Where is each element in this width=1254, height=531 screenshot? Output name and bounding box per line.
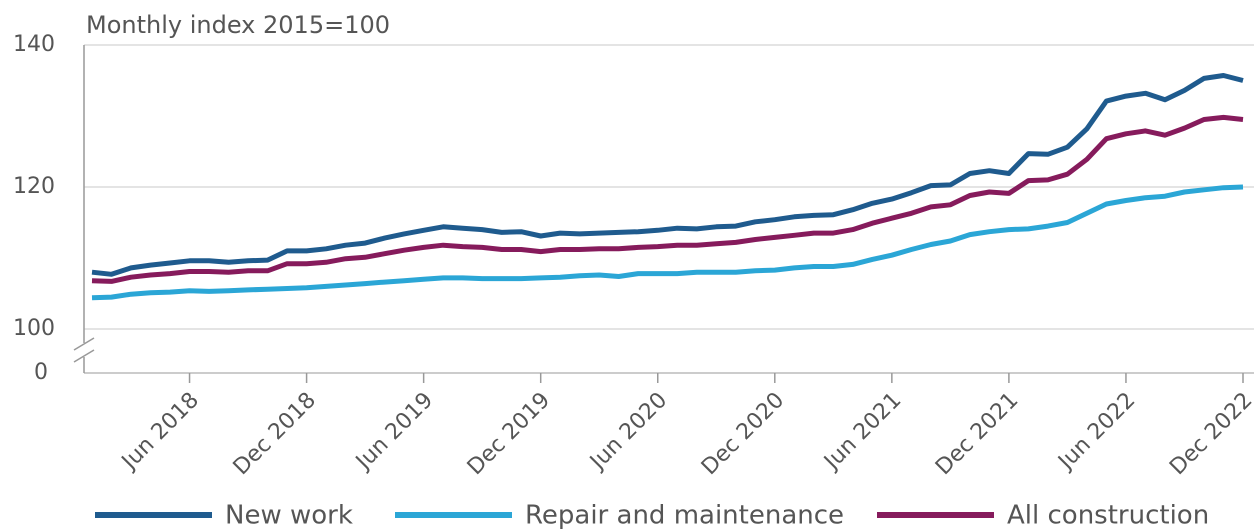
x-tick-label: Jun 2020 — [584, 388, 672, 476]
x-tick-label: Dec 2019 — [463, 388, 555, 480]
x-tick-label: Dec 2018 — [229, 388, 321, 480]
y-tick-label: 0 — [34, 360, 48, 385]
y-tick-label: 100 — [13, 316, 55, 341]
x-tick-label: Jun 2019 — [350, 388, 438, 476]
x-tick-label: Dec 2022 — [1165, 388, 1254, 480]
series-line — [91, 114, 1244, 284]
legend-label: All construction — [1007, 501, 1209, 531]
x-tick-label: Jun 2018 — [116, 388, 204, 476]
legend-label: New work — [225, 501, 353, 531]
series-line — [91, 73, 1244, 277]
legend-label: Repair and maintenance — [525, 501, 844, 531]
y-tick-label: 140 — [13, 32, 55, 57]
series-line — [91, 184, 1244, 301]
axis-break — [73, 349, 95, 363]
x-tick-label: Dec 2020 — [697, 388, 789, 480]
x-tick-label: Dec 2021 — [931, 388, 1023, 480]
chart-title: Monthly index 2015=100 — [86, 11, 390, 39]
x-tick-label: Jun 2021 — [818, 388, 906, 476]
axis-break — [73, 337, 95, 351]
x-tick-label: Jun 2022 — [1052, 388, 1140, 476]
y-tick-label: 120 — [13, 174, 55, 199]
